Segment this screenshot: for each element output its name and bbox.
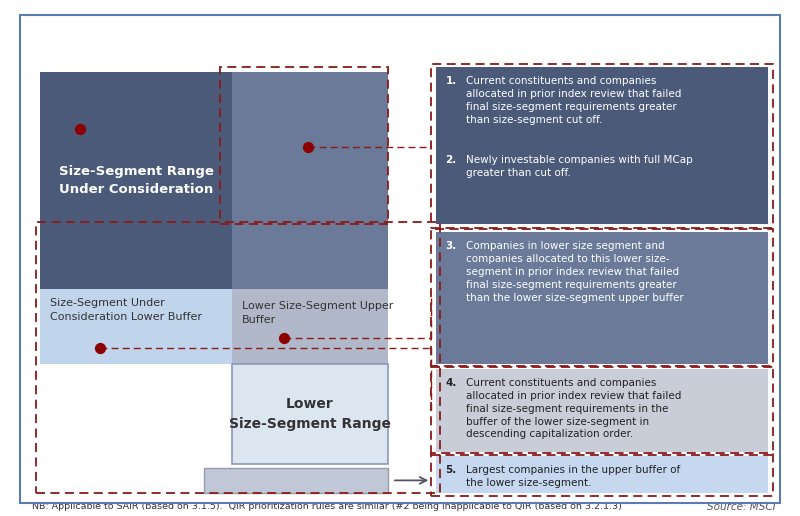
- Text: 5.: 5.: [446, 465, 457, 475]
- FancyBboxPatch shape: [436, 369, 768, 452]
- FancyBboxPatch shape: [232, 364, 388, 464]
- Text: Size-Segment Cut Off: Size-Segment Cut Off: [236, 475, 356, 486]
- Text: Current constituents and companies
allocated in prior index review that failed
f: Current constituents and companies alloc…: [466, 76, 681, 125]
- FancyBboxPatch shape: [232, 72, 388, 289]
- Text: Lower
Size-Segment Range: Lower Size-Segment Range: [229, 397, 391, 431]
- Point: [94, 344, 106, 352]
- FancyBboxPatch shape: [40, 72, 232, 289]
- Text: Companies in lower size segment and
companies allocated to this lower size-
segm: Companies in lower size segment and comp…: [466, 241, 683, 303]
- Text: Source: MSCI: Source: MSCI: [707, 502, 776, 512]
- FancyBboxPatch shape: [436, 456, 768, 493]
- Text: Size-Segment Range
Under Consideration: Size-Segment Range Under Consideration: [58, 165, 214, 196]
- FancyBboxPatch shape: [436, 67, 768, 224]
- Text: 2.: 2.: [446, 155, 457, 165]
- Point: [74, 125, 86, 133]
- Text: Lower Size-Segment Upper
Buffer: Lower Size-Segment Upper Buffer: [242, 301, 393, 325]
- Point: [278, 334, 290, 342]
- Text: Newly investable companies with full MCap
greater than cut off.: Newly investable companies with full MCa…: [466, 155, 692, 178]
- FancyBboxPatch shape: [204, 468, 388, 493]
- Text: Largest companies in the upper buffer of
the lower size-segment.: Largest companies in the upper buffer of…: [466, 465, 680, 488]
- Point: [302, 143, 314, 151]
- FancyBboxPatch shape: [40, 289, 232, 364]
- Text: Size-Segment Under
Consideration Lower Buffer: Size-Segment Under Consideration Lower B…: [50, 298, 202, 321]
- Text: 4.: 4.: [446, 378, 457, 388]
- Text: 1.: 1.: [446, 76, 457, 86]
- Text: Current constituents and companies
allocated in prior index review that failed
f: Current constituents and companies alloc…: [466, 378, 681, 440]
- FancyBboxPatch shape: [436, 232, 768, 364]
- FancyBboxPatch shape: [232, 289, 388, 364]
- Text: 3.: 3.: [446, 241, 457, 251]
- Text: NB: Applicable to SAIR (based on 3.1.5).  QIR prioritization rules are similar (: NB: Applicable to SAIR (based on 3.1.5).…: [32, 502, 622, 511]
